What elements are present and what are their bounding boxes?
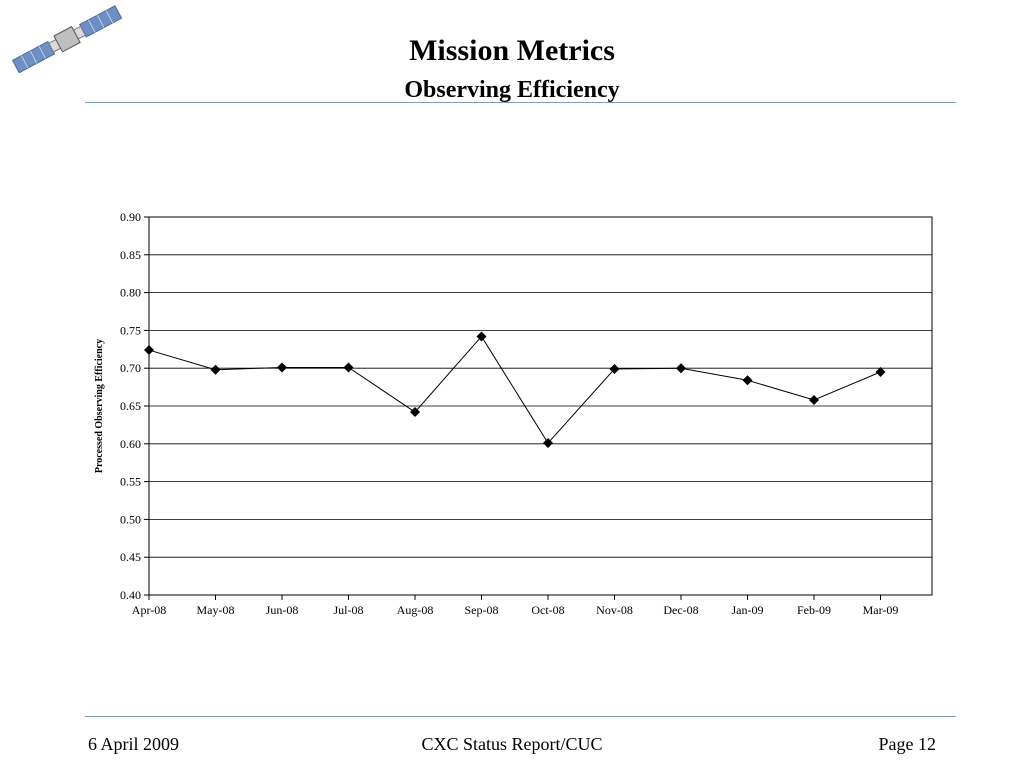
x-tick-label: Aug-08: [397, 603, 434, 617]
footer-date: 6 April 2009: [88, 734, 180, 754]
header-divider: [85, 102, 956, 103]
footer-divider: [85, 716, 956, 717]
slide-title: Mission Metrics: [409, 34, 615, 67]
x-tick-label: Apr-08: [132, 603, 166, 617]
y-tick-label: 0.45: [120, 550, 141, 564]
x-tick-label: Dec-08: [663, 603, 698, 617]
data-point: [210, 364, 221, 375]
x-tick-label: Mar-09: [863, 603, 899, 617]
footer-report-title: CXC Status Report/CUC: [421, 734, 603, 754]
y-tick-label: 0.85: [120, 248, 141, 262]
x-tick-label: Jun-08: [266, 603, 299, 617]
slide-subtitle: Observing Efficiency: [404, 77, 620, 103]
x-tick-label: Oct-08: [531, 603, 564, 617]
data-point: [742, 375, 753, 386]
data-point: [410, 407, 420, 418]
y-tick-label: 0.80: [120, 286, 141, 300]
x-tick-label: Sep-08: [465, 603, 499, 617]
y-tick-label: 0.70: [120, 361, 141, 375]
x-tick-label: May-08: [197, 603, 235, 617]
y-axis-label: Processed Observing Efficiency: [94, 339, 105, 473]
y-tick-label: 0.65: [120, 399, 141, 413]
data-point: [277, 362, 287, 373]
data-point: [476, 331, 487, 342]
x-tick-label: Jul-08: [334, 603, 364, 617]
x-tick-label: Jan-09: [732, 603, 764, 617]
data-point: [809, 394, 819, 405]
y-tick-label: 0.55: [120, 475, 141, 489]
series-line: [148, 335, 881, 444]
chart-container: 0.40 0.45 0.50 0.55 0.60 0.65 0.70 0.75 0.80 0.85…: [80, 200, 950, 630]
line-chart: 0.40 0.45 0.50 0.55 0.60 0.65 0.70 0.75 0.80 0.85…: [94, 210, 933, 617]
data-point: [144, 345, 154, 356]
y-tick-label: 0.75: [120, 323, 141, 337]
y-tick-label: 0.90: [120, 210, 141, 224]
y-tick-label: 0.40: [120, 588, 141, 602]
satellite-icon: [11, 5, 123, 74]
data-point: [543, 438, 553, 449]
y-tick-label: 0.60: [120, 437, 141, 451]
data-point: [609, 363, 620, 374]
y-tick-label: 0.50: [120, 512, 141, 526]
x-tick-label: Feb-09: [797, 603, 831, 617]
data-point: [343, 362, 354, 373]
data-point: [875, 366, 886, 377]
x-tick-label: Nov-08: [596, 603, 633, 617]
footer-page-number: Page 12: [878, 734, 937, 754]
data-point: [676, 363, 686, 374]
